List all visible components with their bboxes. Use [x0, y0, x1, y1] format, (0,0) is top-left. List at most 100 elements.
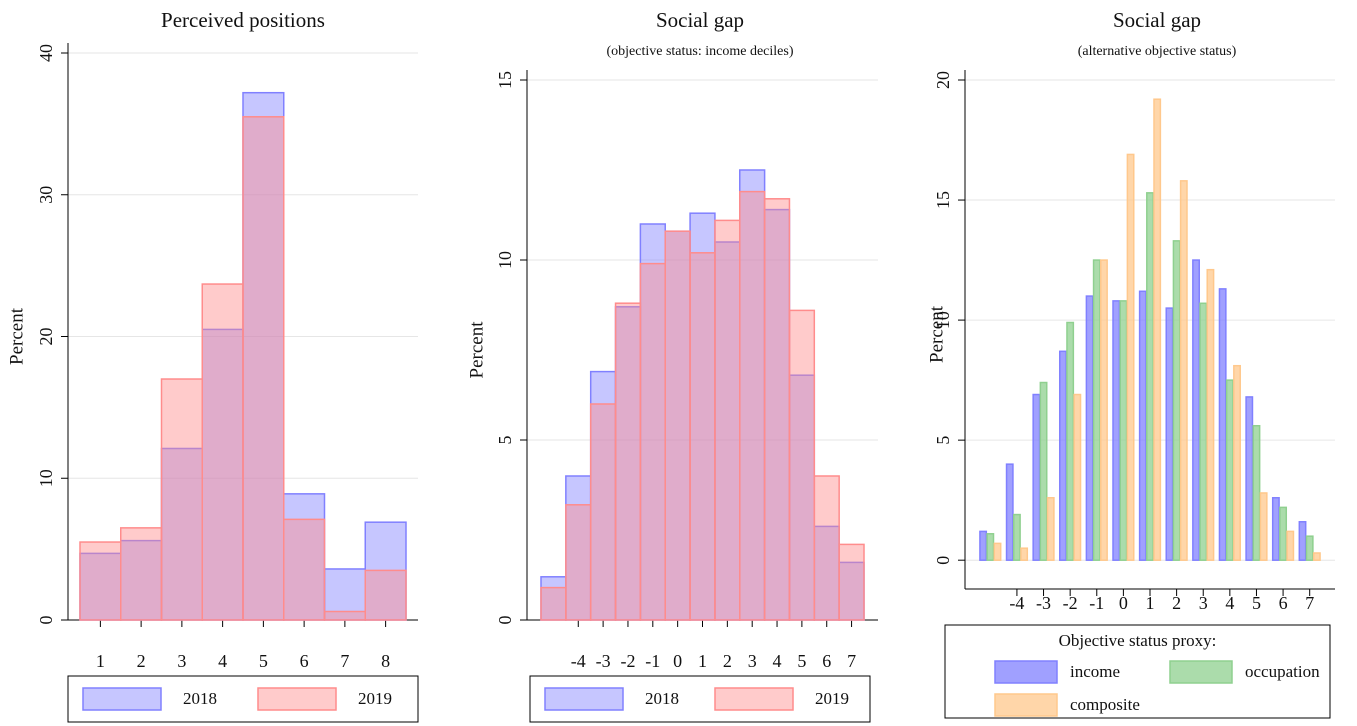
- bar: [1179, 180, 1188, 561]
- x-tick-label: -2: [620, 651, 635, 671]
- legend-label: 2018: [645, 689, 679, 708]
- y-tick-label: 20: [933, 71, 953, 89]
- bar: [1066, 321, 1075, 561]
- chart-title: Perceived positions: [161, 8, 325, 32]
- x-tick-label: 7: [1305, 593, 1314, 613]
- bar: [614, 302, 642, 621]
- y-tick-label: 0: [933, 556, 953, 565]
- bar: [1146, 192, 1154, 561]
- legend-swatch: [257, 687, 337, 711]
- bar: [1059, 350, 1067, 561]
- y-tick-label: 15: [933, 191, 953, 209]
- bar: [714, 241, 741, 621]
- bar: [120, 539, 163, 621]
- y-tick-label: 5: [495, 436, 515, 445]
- bar: [1085, 295, 1094, 561]
- bar: [1138, 290, 1147, 561]
- bar: [1126, 153, 1135, 561]
- bar: [979, 530, 988, 561]
- bar: [1199, 302, 1208, 561]
- x-tick-label: -4: [1009, 593, 1024, 613]
- x-tick-label: -3: [1036, 593, 1051, 613]
- bar: [1112, 300, 1121, 561]
- bar: [986, 533, 995, 561]
- x-tick-label: 1: [1146, 593, 1155, 613]
- x-tick-label: 3: [1199, 593, 1208, 613]
- bar: [639, 262, 666, 621]
- bar: [813, 475, 840, 621]
- y-tick-label: 10: [933, 311, 953, 329]
- x-tick-label: 2: [137, 651, 146, 671]
- x-tick-label: 5: [797, 651, 806, 671]
- x-tick-label: 3: [177, 651, 186, 671]
- x-tick-label: 0: [1119, 593, 1128, 613]
- bar: [714, 219, 741, 621]
- bar: [993, 542, 1002, 561]
- legend-label: 2019: [358, 689, 392, 708]
- bar: [201, 283, 244, 621]
- y-axis-label: Percent: [466, 321, 487, 379]
- y-axis-label: Percent: [926, 305, 947, 363]
- bar: [1271, 497, 1280, 561]
- x-tick-label: 4: [1225, 593, 1234, 613]
- bar: [540, 586, 567, 621]
- bar: [739, 190, 766, 621]
- bar: [1165, 307, 1174, 561]
- x-tick-label: -3: [596, 651, 611, 671]
- x-tick-label: -4: [571, 651, 586, 671]
- x-tick-label: 3: [748, 651, 757, 671]
- bar: [788, 309, 816, 621]
- legend-swatch: [82, 687, 162, 711]
- x-tick-label: 5: [259, 651, 268, 671]
- bar: [1225, 379, 1234, 561]
- bar: [1073, 393, 1082, 561]
- bar: [364, 569, 407, 621]
- bar: [1020, 547, 1029, 561]
- bar: [1005, 463, 1014, 561]
- bar: [242, 116, 285, 621]
- chart-title: Social gap: [656, 8, 744, 32]
- x-tick-label: 6: [300, 651, 309, 671]
- legend-label: composite: [1070, 695, 1140, 714]
- bar: [1245, 396, 1254, 561]
- bar: [160, 378, 203, 621]
- x-tick-label: 5: [1252, 593, 1261, 613]
- bar: [1206, 268, 1215, 561]
- bar: [1218, 288, 1227, 561]
- x-tick-label: 6: [822, 651, 831, 671]
- legend-swatch: [1169, 660, 1233, 684]
- bar: [664, 230, 691, 621]
- bar: [664, 230, 691, 621]
- bar: [1100, 259, 1108, 561]
- legend-label: occupation: [1245, 662, 1320, 681]
- bar: [838, 543, 865, 621]
- bar: [79, 541, 122, 621]
- legend-label: income: [1070, 662, 1120, 681]
- bar: [323, 610, 366, 621]
- bar: [639, 223, 666, 621]
- chart-title: Social gap: [1113, 8, 1201, 32]
- y-tick-label: 40: [36, 44, 56, 62]
- bar: [1233, 364, 1241, 561]
- bar: [1279, 506, 1288, 561]
- x-tick-label: 2: [1172, 593, 1181, 613]
- legend-swatch: [714, 687, 794, 711]
- bar: [120, 527, 163, 621]
- legend-swatch: [994, 693, 1058, 717]
- y-tick-label: 5: [933, 436, 953, 445]
- x-tick-label: -1: [1089, 593, 1104, 613]
- x-tick-label: 8: [381, 651, 390, 671]
- bar: [689, 212, 716, 621]
- x-tick-label: 1: [698, 651, 707, 671]
- bar: [1259, 492, 1268, 561]
- bar: [565, 504, 592, 621]
- legend-box: [67, 675, 419, 723]
- legend-label: 2018: [183, 689, 217, 708]
- bar: [1305, 535, 1314, 561]
- x-tick-label: 2: [723, 651, 732, 671]
- y-tick-label: 15: [495, 71, 515, 89]
- bar: [283, 518, 326, 621]
- x-tick-label: 4: [218, 651, 227, 671]
- bar: [160, 447, 203, 621]
